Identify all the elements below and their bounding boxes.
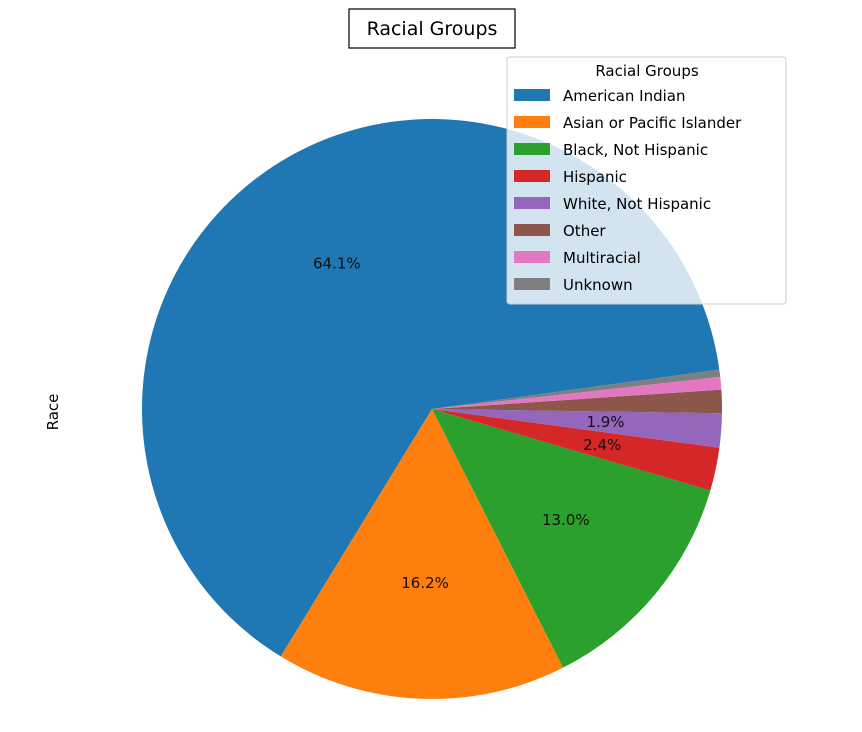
pie-slice-unknown [432,369,721,409]
pie-percent-label-american-indian: 64.1% [313,254,361,272]
legend-label: Unknown [563,276,633,294]
legend-box [506,56,787,305]
legend-swatch [514,143,550,155]
y-axis-label: Race [44,394,62,431]
legend-label: Other [563,222,606,240]
legend-swatch [514,278,550,290]
chart-title: Racial Groups [348,8,516,49]
legend-swatch [514,197,550,209]
pie-percent-label-asian-or-pacific-islander: 16.2% [401,574,449,592]
pie-percent-label-hispanic: 2.4% [583,436,621,454]
legend-item-hispanic: Hispanic [514,168,627,186]
pie-slice-hispanic [432,409,720,491]
pie-slice-white-not-hispanic [432,409,722,448]
legend-item-unknown: Unknown [514,276,633,294]
legend-item-asian-or-pacific-islander: Asian or Pacific Islander [514,114,742,132]
pie-percent-label-black-not-hispanic: 13.0% [542,511,590,529]
legend: Racial Groups American Indian Asian or Pa… [506,56,787,305]
pie-percent-labels: 64.1% 16.2% 13.0% 2.4% 1.9% [313,254,625,592]
legend-item-multiracial: Multiracial [514,249,641,267]
legend-swatch [514,251,550,263]
legend-label: Black, Not Hispanic [563,141,708,159]
legend-label: American Indian [563,87,685,105]
legend-label: White, Not Hispanic [563,195,711,213]
pie-slice-multiracial [432,376,722,409]
legend-label: Hispanic [563,168,627,186]
legend-label: Multiracial [563,249,641,267]
legend-item-black-not-hispanic: Black, Not Hispanic [514,141,708,159]
legend-swatch [514,89,550,101]
pie-slice-other [432,389,723,414]
chart-title-box [348,8,516,49]
legend-swatch [514,224,550,236]
legend-item-white-not-hispanic: White, Not Hispanic [514,195,711,213]
legend-item-other: Other [514,222,606,240]
pie-percent-label-white-not-hispanic: 1.9% [586,413,624,431]
legend-swatch [514,116,550,128]
legend-swatch [514,170,550,182]
pie-slice-asian-or-pacific-islander [280,409,564,700]
legend-label: Asian or Pacific Islander [563,114,742,132]
legend-items: American Indian Asian or Pacific Islander… [514,87,742,294]
chart-title-text: Racial Groups [367,18,498,40]
legend-title: Racial Groups [595,62,698,80]
legend-item-american-indian: American Indian [514,87,685,105]
pie-slice-black-not-hispanic [432,409,711,668]
